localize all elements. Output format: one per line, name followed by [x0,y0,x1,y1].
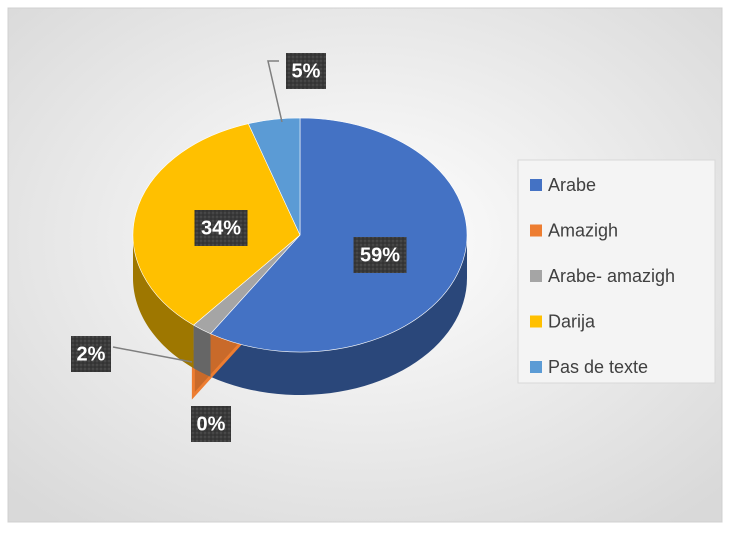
legend-label: Pas de texte [548,357,648,377]
legend-swatch [530,224,542,237]
label-box [194,210,248,246]
slice-side [193,325,211,377]
data-label: 59% [360,244,400,266]
legend-swatch [530,315,542,328]
legend-swatch [530,270,542,282]
slice-side [210,235,468,395]
label-box [353,237,407,273]
label-box [191,406,231,442]
slice-side [133,235,194,369]
leader-line [267,60,283,123]
data-label: 5% [292,60,321,82]
leader-line [112,346,193,363]
legend-label: Amazigh [548,220,618,240]
slice [247,117,301,236]
data-label: 0% [197,413,226,435]
label-box [286,53,326,89]
slice [210,117,468,353]
legend-label: Arabe- amazigh [548,266,675,286]
data-label: 2% [77,343,106,365]
legend-swatch [530,361,542,373]
legend-label: Arabe [548,175,596,195]
label-box [71,336,111,372]
legend-box [517,159,716,384]
legend-swatch [530,179,542,191]
legend-label: Darija [548,311,596,331]
data-label: 34% [201,217,241,239]
